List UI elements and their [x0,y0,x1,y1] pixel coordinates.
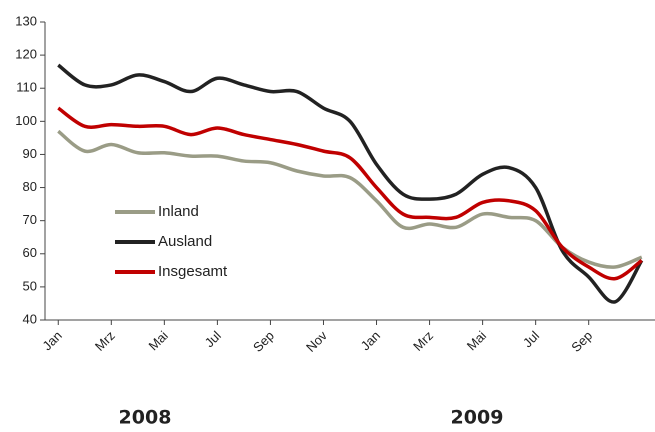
x-tick-label: Jul [202,328,224,350]
x-tick-label: Jan [358,328,383,353]
y-tick-label: 120 [15,47,37,62]
y-tick-label: 50 [23,278,37,293]
x-tick-label: Nov [303,328,330,355]
y-tick-label: 90 [23,146,37,161]
y-tick-label: 80 [23,179,37,194]
legend-label: Insgesamt [158,263,228,280]
y-tick-label: 100 [15,113,37,128]
y-tick-label: 70 [23,212,37,227]
x-tick-label: Jul [520,328,542,350]
x-tick-label: Sep [568,328,595,355]
y-tick-label: 40 [23,311,37,326]
y-tick-label: 110 [16,80,37,95]
x-tick-label: Mrz [410,328,436,354]
x-tick-label: Mai [145,328,170,353]
year-label: 2008 [119,407,172,429]
line [57,63,644,304]
line [57,129,643,269]
x-tick-label: Mrz [92,328,118,354]
y-tick-label: 60 [23,245,37,260]
x-tick-label: Mai [464,328,489,353]
year-label: 2009 [451,407,504,429]
y-tick-label: 130 [15,13,37,28]
x-tick-label: Sep [250,328,277,355]
legend-label: Ausland [158,233,212,250]
line [57,106,643,281]
x-tick-label: Jan [39,328,64,353]
legend-label: Inland [158,203,199,220]
